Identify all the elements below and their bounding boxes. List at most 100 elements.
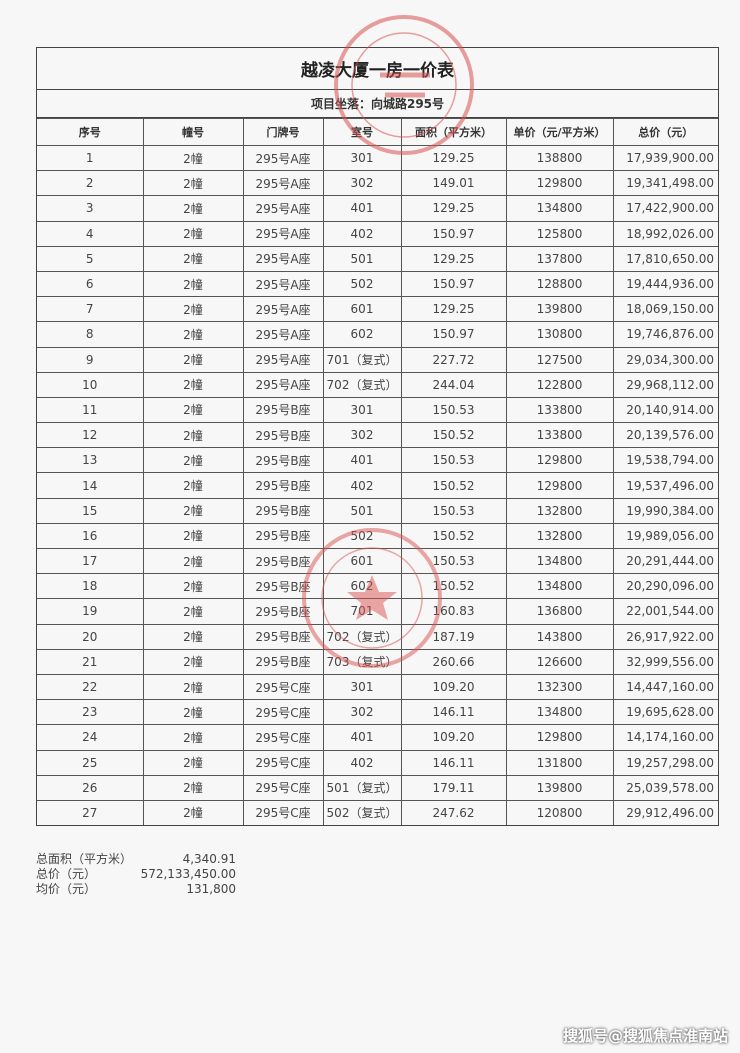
cell-door-number: 295号C座	[242, 673, 324, 701]
cell-seq: 24	[37, 724, 144, 751]
cell-seq: 8	[37, 321, 144, 348]
cell-door-number: 295号B座	[242, 522, 324, 550]
table-row: 25 2幢 295号C座 402 146.11 131800 19,257,298.00	[37, 749, 718, 776]
table-row: 26 2幢 295号C座 501（复式） 179.11 139800 25,039,578.…	[37, 774, 718, 801]
cell-unit-price: 138800	[505, 144, 614, 172]
cell-building: 2幢	[142, 296, 244, 323]
cell-room: 301	[322, 396, 402, 424]
cell-building: 2幢	[142, 749, 244, 776]
cell-room: 701	[322, 598, 402, 625]
cell-area: 260.66	[400, 648, 507, 675]
document-title: 越凌大厦一房一价表	[37, 48, 718, 90]
table-row: 18 2幢 295号B座 602 150.52 134800 20,290,096.00	[37, 573, 718, 600]
cell-area: 150.52	[400, 472, 507, 499]
cell-room: 301	[322, 673, 402, 701]
cell-unit-price: 129800	[505, 472, 614, 499]
table-row: 12 2幢 295号B座 302 150.52 133800 20,139,576.00	[37, 422, 718, 449]
cell-unit-price: 134800	[505, 699, 614, 726]
cell-room: 402	[322, 749, 402, 776]
cell-room: 502（复式）	[322, 799, 402, 826]
cell-room: 701（复式）	[322, 346, 402, 373]
cell-door-number: 295号A座	[242, 144, 324, 172]
cell-seq: 17	[37, 547, 144, 575]
table-row: 15 2幢 295号B座 501 150.53 132800 19,990,384.00	[37, 497, 718, 524]
column-header: 总价（元）	[612, 118, 718, 146]
cell-area: 150.53	[400, 447, 507, 474]
cell-building: 2幢	[142, 447, 244, 474]
cell-unit-price: 129800	[505, 724, 614, 751]
cell-total-price: 29,034,300.00	[612, 346, 718, 373]
column-header: 室号	[322, 118, 402, 146]
cell-area: 150.52	[400, 422, 507, 449]
cell-room: 401	[322, 195, 402, 222]
cell-area: 150.53	[400, 497, 507, 524]
cell-total-price: 17,422,900.00	[612, 195, 718, 222]
column-header: 门牌号	[242, 118, 324, 146]
cell-room: 602	[322, 321, 402, 348]
cell-door-number: 295号C座	[242, 749, 324, 776]
cell-seq: 21	[37, 648, 144, 675]
cell-room: 402	[322, 220, 402, 247]
cell-unit-price: 131800	[505, 749, 614, 776]
cell-area: 109.20	[400, 724, 507, 751]
project-location: 项目坐落：向城路295号	[37, 90, 718, 118]
cell-total-price: 20,139,576.00	[612, 422, 718, 449]
cell-building: 2幢	[142, 799, 244, 826]
cell-seq: 12	[37, 422, 144, 449]
cell-door-number: 295号A座	[242, 270, 324, 298]
cell-door-number: 295号B座	[242, 396, 324, 424]
cell-seq: 7	[37, 296, 144, 323]
cell-door-number: 295号A座	[242, 195, 324, 222]
cell-building: 2幢	[142, 245, 244, 272]
cell-unit-price: 137800	[505, 245, 614, 272]
cell-room: 402	[322, 472, 402, 499]
cell-building: 2幢	[142, 573, 244, 600]
table-row: 19 2幢 295号B座 701 160.83 136800 22,001,544.00	[37, 598, 718, 625]
table-row: 21 2幢 295号B座 703（复式） 260.66 126600 32,999,556.…	[37, 648, 718, 675]
cell-building: 2幢	[142, 346, 244, 373]
cell-seq: 9	[37, 346, 144, 373]
cell-room: 702（复式）	[322, 623, 402, 650]
table-row: 10 2幢 295号A座 702（复式） 244.04 122800 29,968,112.…	[37, 371, 718, 398]
cell-area: 244.04	[400, 371, 507, 398]
cell-seq: 5	[37, 245, 144, 272]
cell-building: 2幢	[142, 522, 244, 550]
cell-seq: 20	[37, 623, 144, 650]
cell-building: 2幢	[142, 724, 244, 751]
cell-unit-price: 125800	[505, 220, 614, 247]
cell-building: 2幢	[142, 270, 244, 298]
cell-building: 2幢	[142, 422, 244, 449]
cell-total-price: 29,912,496.00	[612, 799, 718, 826]
cell-room: 601	[322, 547, 402, 575]
cell-unit-price: 120800	[505, 799, 614, 826]
cell-area: 150.97	[400, 321, 507, 348]
cell-building: 2幢	[142, 673, 244, 701]
cell-area: 150.53	[400, 547, 507, 575]
column-header: 幢号	[142, 118, 244, 146]
cell-building: 2幢	[142, 170, 244, 197]
cell-building: 2幢	[142, 598, 244, 625]
cell-door-number: 295号A座	[242, 346, 324, 373]
cell-area: 187.19	[400, 623, 507, 650]
cell-total-price: 19,746,876.00	[612, 321, 718, 348]
cell-total-price: 19,444,936.00	[612, 270, 718, 298]
cell-total-price: 18,992,026.00	[612, 220, 718, 247]
cell-room: 301	[322, 144, 402, 172]
label: 总面积（平方米）	[36, 852, 133, 866]
cell-unit-price: 143800	[505, 623, 614, 650]
cell-total-price: 26,917,922.00	[612, 623, 718, 650]
table-row: 23 2幢 295号C座 302 146.11 134800 19,695,628.00	[37, 699, 718, 726]
cell-total-price: 20,140,914.00	[612, 396, 718, 424]
watermark: 搜狐号@搜狐焦点淮南站	[562, 1027, 728, 1045]
cell-area: 129.25	[400, 195, 507, 222]
cell-room: 502	[322, 270, 402, 298]
cell-area: 150.52	[400, 573, 507, 600]
cell-door-number: 295号B座	[242, 547, 324, 575]
cell-unit-price: 129800	[505, 170, 614, 197]
cell-area: 109.20	[400, 673, 507, 701]
cell-room: 501	[322, 245, 402, 272]
cell-seq: 27	[37, 799, 144, 826]
value: 572,133,450.00	[140, 867, 236, 881]
cell-door-number: 295号A座	[242, 321, 324, 348]
cell-total-price: 29,968,112.00	[612, 371, 718, 398]
